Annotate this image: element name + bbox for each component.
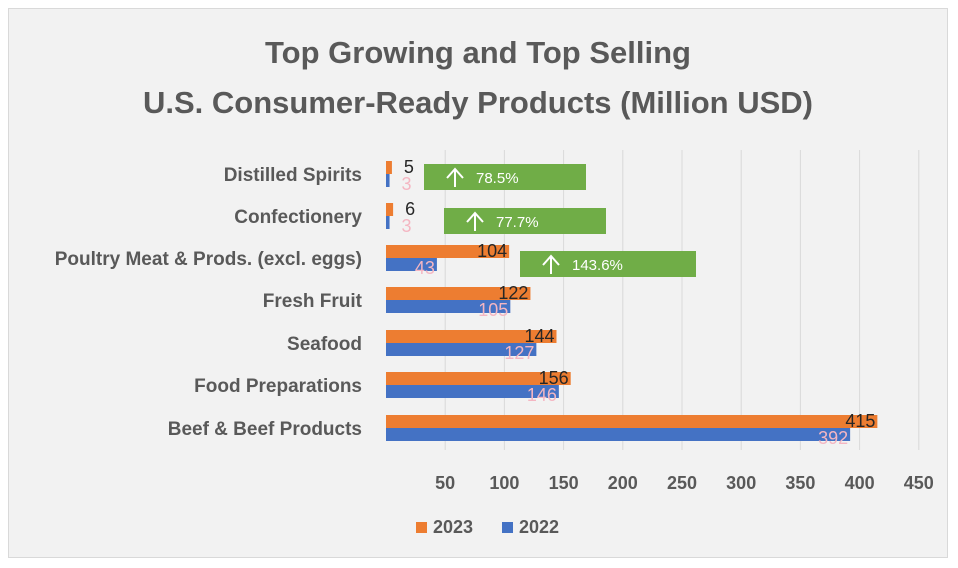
data-label-2022: 392: [818, 428, 848, 448]
category-label: Fresh Fruit: [263, 291, 363, 312]
data-label-2023: 5: [404, 157, 414, 177]
bar-2022: [386, 343, 537, 356]
data-label-2022: 146: [527, 385, 557, 405]
category-label: Poultry Meat & Prods. (excl. eggs): [55, 249, 362, 270]
x-tick-label: 250: [667, 473, 697, 493]
category-label: Food Preparations: [194, 376, 362, 397]
up-arrow-icon: [466, 211, 484, 223]
bar-2023: [386, 203, 394, 216]
x-tick-label: 400: [845, 473, 875, 493]
category-label: Confectionery: [234, 207, 362, 228]
up-arrow-icon: [542, 254, 560, 266]
x-tick-label: 300: [726, 473, 756, 493]
bar-2023: [386, 330, 557, 343]
legend-swatch-2022: [502, 522, 513, 533]
up-arrow-icon: [446, 167, 464, 179]
data-label-2023: 122: [498, 283, 528, 303]
growth-box: [520, 251, 696, 277]
category-label: Seafood: [287, 334, 362, 355]
x-tick-label: 350: [785, 473, 815, 493]
bar-2022: [386, 428, 851, 441]
bar-2023: [386, 372, 571, 385]
growth-label: 78.5%: [476, 170, 519, 187]
x-tick-label: 100: [489, 473, 519, 493]
bar-2023: [386, 287, 531, 300]
data-label-2023: 415: [845, 411, 875, 431]
bar-2022: [386, 300, 511, 313]
growth-box: [444, 208, 606, 234]
bar-2023: [386, 415, 878, 428]
x-tick-label: 450: [904, 473, 934, 493]
bar-2023: [386, 245, 510, 258]
bar-2022: [386, 216, 390, 229]
chart-title-line-1: Top Growing and Top Selling: [265, 35, 691, 70]
bar-2022: [386, 385, 559, 398]
data-label-2023: 104: [477, 241, 507, 261]
growth-label: 77.7%: [496, 214, 539, 231]
bar-2023: [386, 161, 392, 174]
chart-title: Top Growing and Top Selling U.S. Consume…: [8, 28, 948, 128]
growth-label: 143.6%: [572, 257, 623, 274]
data-label-2023: 6: [405, 199, 415, 219]
bar-2022: [386, 174, 390, 187]
x-tick-label: 200: [608, 473, 638, 493]
data-label-2022: 127: [504, 343, 534, 363]
data-label-2022: 105: [478, 300, 508, 320]
category-label: Beef & Beef Products: [168, 419, 362, 440]
data-label-2022: 3: [402, 216, 412, 236]
bar-2022: [386, 258, 437, 271]
data-label-2023: 156: [539, 368, 569, 388]
legend-label-2022: 2022: [519, 517, 559, 537]
data-label-2022: 43: [415, 258, 435, 278]
chart-title-line-2: U.S. Consumer-Ready Products (Million US…: [142, 85, 813, 120]
growth-box: [424, 164, 586, 190]
data-label-2022: 3: [402, 174, 412, 194]
legend-swatch-2023: [416, 522, 427, 533]
legend-label-2023: 2023: [433, 517, 473, 537]
chart-area: [8, 8, 948, 558]
x-tick-label: 50: [435, 473, 455, 493]
data-label-2023: 144: [524, 326, 554, 346]
category-label: Distilled Spirits: [224, 165, 362, 186]
x-tick-label: 150: [549, 473, 579, 493]
